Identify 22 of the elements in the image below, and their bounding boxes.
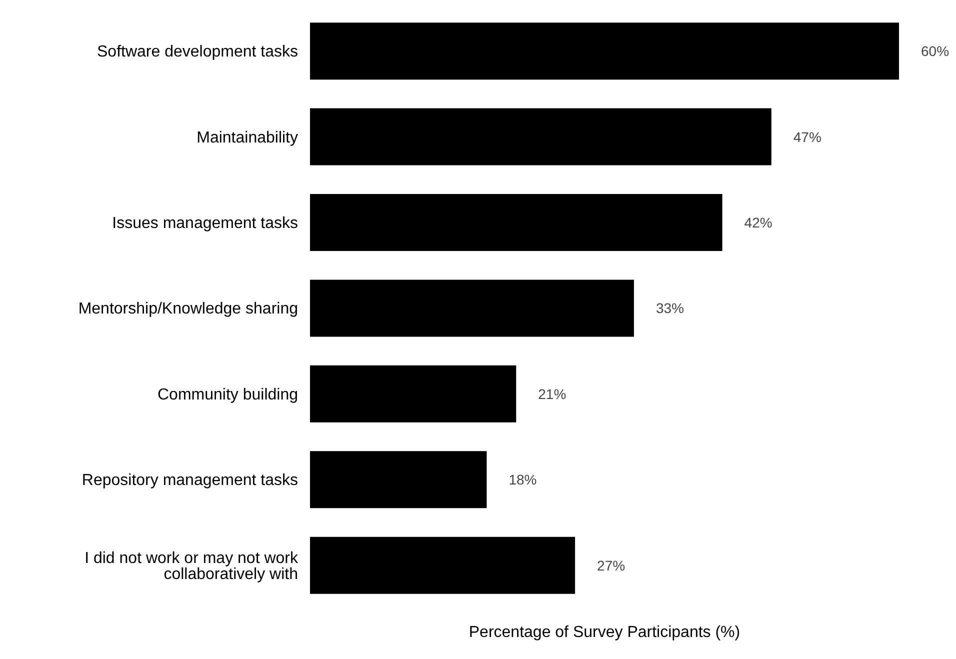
bar bbox=[310, 22, 899, 80]
y-tick-label: Repository management tasks bbox=[82, 472, 298, 490]
y-tick-label: Mentorship/Knowledge sharing bbox=[78, 300, 298, 318]
y-tick-label: Issues management tasks bbox=[112, 214, 298, 232]
x-axis-title: Percentage of Survey Participants (%) bbox=[468, 624, 742, 642]
bar bbox=[310, 451, 487, 508]
y-tick-label: Community building bbox=[157, 386, 298, 404]
bar bbox=[310, 536, 576, 594]
data-label: 27% bbox=[597, 557, 626, 574]
data-label: 33% bbox=[656, 300, 684, 316]
bar bbox=[310, 194, 722, 251]
data-label: 47% bbox=[793, 128, 822, 145]
bar bbox=[310, 280, 634, 337]
data-label: 60% bbox=[921, 43, 950, 60]
y-tick-label: Maintainability bbox=[196, 129, 298, 146]
bar bbox=[310, 108, 772, 166]
data-label: 21% bbox=[538, 386, 566, 402]
data-label: 42% bbox=[744, 214, 772, 230]
y-tick-label: Software development tasks bbox=[97, 44, 298, 61]
data-label: 18% bbox=[508, 472, 537, 488]
bar bbox=[310, 365, 516, 422]
y-tick-label: I did not work or may not work collaboratively with bbox=[84, 550, 299, 583]
